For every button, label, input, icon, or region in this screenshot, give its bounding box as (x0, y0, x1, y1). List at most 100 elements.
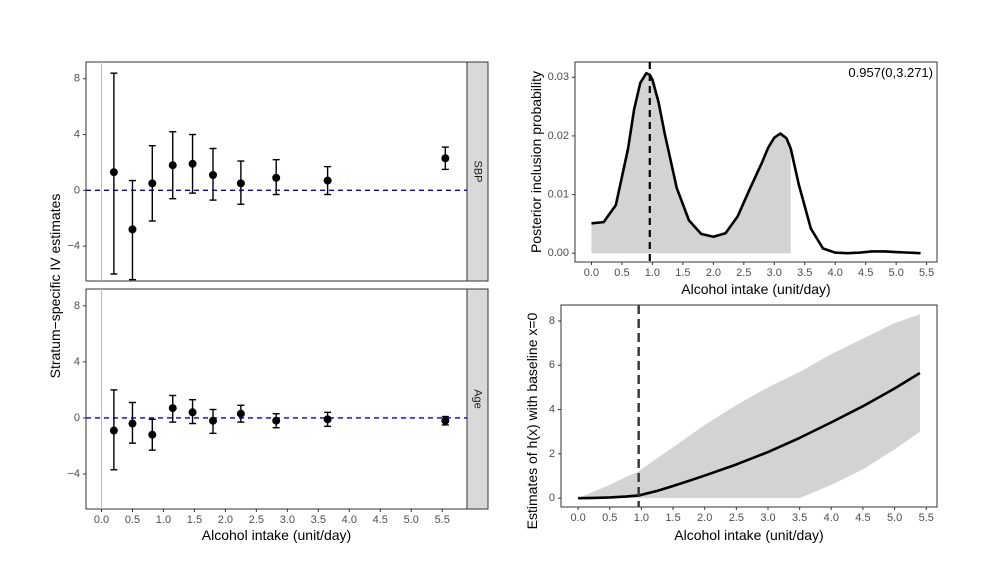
y-tick-label: 6 (549, 359, 555, 371)
x-tick-label: 3.0 (767, 267, 782, 279)
error-bar-point (128, 401, 137, 444)
estimate-point (168, 161, 177, 170)
error-bar-point (109, 72, 118, 275)
x-tick-label: 5.5 (435, 514, 450, 526)
y-axis-title: Stratum−specific IV estimates (47, 194, 63, 379)
error-bar-point (148, 144, 157, 222)
estimate-point (188, 159, 197, 168)
estimate-point (272, 173, 281, 182)
x-tick-label: 2.0 (706, 267, 721, 279)
x-tick-label: 0.5 (125, 514, 140, 526)
x-tick-label: 4.5 (855, 512, 870, 524)
y-axis-title: Estimates of h(x) with baseline x=0 (524, 312, 540, 529)
x-tick-label: 2.5 (736, 267, 751, 279)
x-tick-label: 0.0 (94, 514, 109, 526)
x-tick-label: 4.5 (858, 267, 873, 279)
x-tick-label: 5.0 (889, 267, 904, 279)
estimate-point (323, 176, 332, 185)
error-bar-point (168, 131, 177, 200)
h-estimate-curve (578, 371, 921, 500)
posterior-curve (591, 71, 921, 255)
y-tick-label: 8 (74, 73, 80, 85)
facet-strip (466, 61, 489, 282)
x-tick-label: 5.5 (919, 512, 934, 524)
x-tick-label: 4.0 (824, 512, 839, 524)
y-tick-label: 0.01 (548, 189, 569, 201)
estimate-point (441, 154, 450, 163)
error-bar-point (272, 158, 281, 196)
y-tick-label: 0.03 (548, 71, 569, 83)
facet-panel-sbp: SBP −4 0 4 8 (67, 61, 489, 282)
error-bar-point (323, 411, 332, 428)
error-bar-point (441, 415, 450, 426)
estimate-point (148, 430, 157, 439)
confidence-band (578, 314, 920, 499)
x-tick-label: 5.5 (919, 267, 934, 279)
credible-area (591, 73, 791, 254)
error-bar-point (236, 160, 245, 205)
y-tick-label: 0 (74, 412, 80, 424)
error-bar-point (109, 389, 118, 471)
x-tick-label: 5.0 (887, 512, 902, 524)
x-tick-label: 0.0 (584, 267, 599, 279)
y-tick-label: 8 (74, 300, 80, 312)
facet-strip-label: Age (472, 389, 484, 409)
y-tick-label: 0.00 (548, 247, 569, 259)
y-tick-label: 0 (74, 184, 80, 196)
y-tick-label: −4 (67, 240, 80, 252)
x-tick-label: 3.0 (760, 512, 775, 524)
estimate-point (109, 168, 118, 177)
error-bar-point (128, 179, 137, 281)
x-tick-label: 2.0 (218, 514, 233, 526)
x-tick-label: 4.0 (342, 514, 357, 526)
x-tick-label: 2.5 (249, 514, 264, 526)
y-tick-label: 2 (549, 448, 555, 460)
x-tick-label: 3.5 (792, 512, 807, 524)
error-bar-point (209, 147, 217, 201)
y-tick-label: 8 (549, 315, 555, 327)
error-bar-point (168, 394, 177, 423)
threshold-annotation: 0.957(0,3.271) (848, 65, 933, 80)
estimate-point (168, 404, 177, 413)
x-tick-label: 3.5 (311, 514, 326, 526)
x-tick-label: 1.0 (634, 512, 649, 524)
error-bar-point (323, 165, 332, 196)
facet-panel-age: Age −4 0 4 8 (67, 288, 489, 510)
x-tick-label: 1.0 (645, 267, 660, 279)
x-tick-label: 2.0 (697, 512, 712, 524)
x-tick-label: 4.5 (373, 514, 388, 526)
estimate-point (109, 426, 118, 435)
x-tick-label: 1.0 (156, 514, 171, 526)
y-axis-title: Posterior inclusion probability (528, 71, 544, 253)
panel-frame (85, 288, 468, 510)
estimate-point (188, 408, 197, 417)
facet-strip (466, 288, 489, 510)
x-axis-title: Alcohol intake (unit/day) (681, 281, 830, 297)
x-tick-label: 1.5 (665, 512, 680, 524)
x-tick-label: 3.0 (280, 514, 295, 526)
error-bar-point (441, 146, 450, 171)
estimate-point (441, 416, 450, 425)
y-tick-label: −4 (67, 468, 80, 480)
error-bar-point (236, 404, 245, 423)
estimate-point (209, 416, 217, 425)
x-tick-label: 0.5 (614, 267, 629, 279)
x-axis-title: Alcohol intake (unit/day) (674, 527, 823, 543)
y-tick-label: 4 (74, 356, 80, 368)
estimate-point (236, 409, 245, 418)
y-tick-label: 4 (549, 404, 555, 416)
x-tick-label: 2.5 (729, 512, 744, 524)
error-bar-point (209, 408, 217, 435)
y-tick-label: 0.02 (548, 130, 569, 142)
x-tick-label: 5.0 (404, 514, 419, 526)
estimate-point (236, 179, 245, 188)
estimate-point (323, 415, 332, 424)
x-tick-label: 1.5 (187, 514, 202, 526)
estimate-point (128, 419, 137, 428)
estimate-point (272, 416, 281, 425)
x-axis-title: Alcohol intake (unit/day) (202, 527, 351, 543)
facet-strip-label: SBP (472, 160, 484, 182)
estimate-point (209, 170, 217, 179)
y-tick-label: 4 (74, 129, 80, 141)
